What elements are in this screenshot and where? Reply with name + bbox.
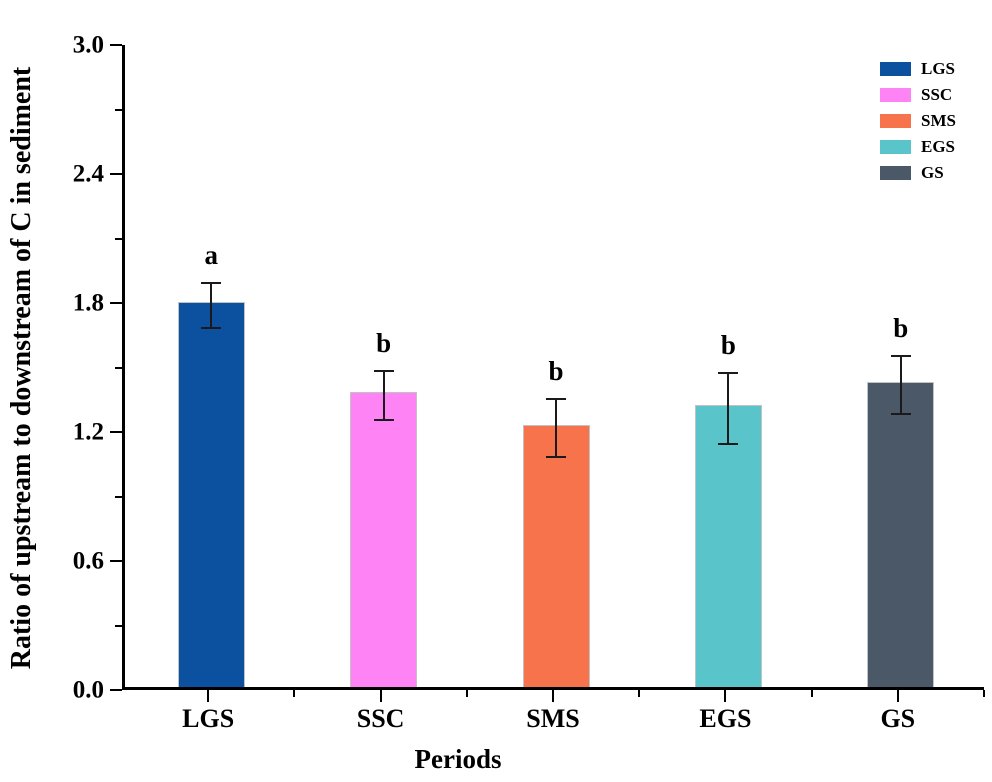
error-bar-stem	[382, 369, 385, 422]
error-bar	[546, 397, 566, 458]
y-major-tick	[110, 431, 122, 433]
x-minor-tick	[293, 690, 296, 697]
y-major-tick	[110, 689, 122, 691]
significance-letter: b	[376, 327, 392, 358]
error-bar-cap-top	[373, 369, 394, 372]
x-category-label: GS	[880, 704, 916, 733]
x-axis-title: Periods	[414, 744, 502, 774]
x-minor-tick	[810, 690, 813, 697]
x-category-label: SMS	[526, 704, 580, 733]
error-bar-cap-top	[718, 371, 739, 374]
significance-letter: b	[548, 355, 564, 386]
legend-item-sms: SMS	[880, 112, 956, 129]
y-major-tick	[110, 560, 122, 562]
bar-lgs	[177, 302, 245, 687]
legend-label: SSC	[921, 85, 953, 104]
y-tick-label: 0.0	[72, 676, 104, 704]
legend-label: SMS	[921, 111, 956, 130]
y-tick-label: 1.2	[72, 418, 104, 446]
y-tick-label: 1.8	[72, 289, 104, 317]
x-category-label: SSC	[356, 704, 405, 733]
y-minor-tick	[115, 366, 122, 369]
legend-swatch-gs	[880, 165, 911, 180]
x-category-label: EGS	[699, 704, 752, 733]
y-major-tick	[110, 173, 122, 175]
error-bar-cap-bottom	[718, 442, 739, 445]
error-bar-stem	[210, 281, 213, 329]
error-bar-cap-bottom	[546, 455, 566, 458]
y-tick-label: 2.4	[72, 160, 104, 188]
y-axis-title: Ratio of upstream to downstream of C in …	[6, 66, 37, 669]
legend-swatch-lgs	[880, 61, 911, 76]
bar-sms	[522, 424, 590, 687]
legend-swatch-ssc	[880, 87, 911, 102]
legend-item-ssc: SSC	[880, 86, 956, 103]
bar-egs	[694, 405, 762, 687]
x-major-tick	[552, 690, 554, 702]
error-bar	[201, 281, 222, 329]
y-minor-tick	[115, 108, 122, 111]
x-minor-tick	[638, 690, 641, 697]
significance-letter: b	[893, 312, 909, 343]
error-bar	[890, 354, 911, 415]
x-major-tick	[896, 690, 899, 702]
error-bar-cap-bottom	[373, 419, 394, 422]
legend-swatch-sms	[880, 113, 911, 128]
x-minor-tick	[465, 690, 468, 697]
error-bar-cap-top	[201, 281, 222, 284]
error-bar	[373, 369, 394, 422]
x-major-tick	[207, 690, 210, 702]
plot-area: a b b b b	[122, 45, 984, 690]
y-tick-label: 3.0	[72, 31, 104, 59]
x-minor-tick	[983, 690, 985, 697]
legend-item-lgs: LGS	[880, 60, 956, 77]
error-bar-cap-bottom	[890, 412, 911, 415]
error-bar	[718, 371, 739, 445]
x-category-label: LGS	[182, 704, 235, 733]
error-bar-stem	[555, 397, 557, 458]
x-major-tick	[724, 690, 727, 702]
bar-gs	[867, 381, 935, 687]
legend-label: GS	[921, 163, 944, 182]
legend: LGS SSC SMS EGS GS	[880, 60, 956, 181]
legend-label: LGS	[921, 59, 956, 78]
significance-letter: a	[204, 239, 218, 270]
y-minor-tick	[115, 237, 122, 240]
legend-item-gs: GS	[880, 164, 956, 181]
significance-letter: b	[720, 329, 736, 360]
y-minor-tick	[115, 495, 122, 498]
legend-label: EGS	[921, 137, 956, 156]
x-major-tick	[379, 690, 382, 702]
y-major-tick	[110, 302, 122, 304]
error-bar-cap-bottom	[201, 326, 222, 329]
y-major-tick	[110, 44, 122, 46]
error-bar-stem	[727, 371, 730, 445]
y-tick-label: 0.6	[72, 547, 104, 575]
bar-ssc	[350, 392, 418, 687]
error-bar-stem	[899, 354, 902, 415]
y-minor-tick	[115, 624, 122, 627]
legend-item-egs: EGS	[880, 138, 956, 155]
error-bar-cap-top	[546, 397, 566, 400]
error-bar-cap-top	[890, 354, 911, 357]
legend-swatch-egs	[880, 139, 911, 154]
